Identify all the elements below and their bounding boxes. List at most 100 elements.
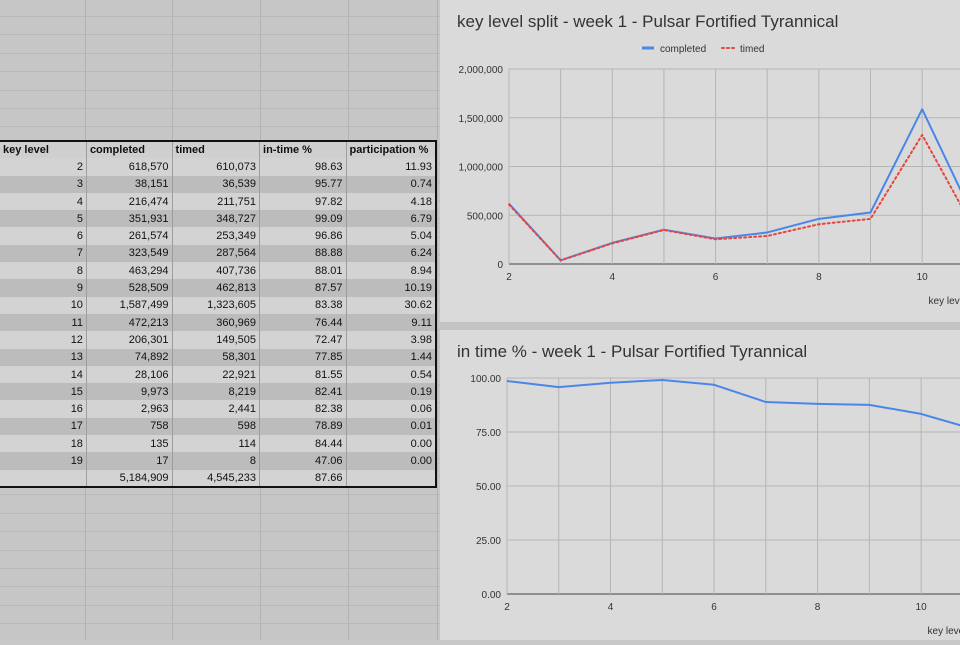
table-cell[interactable]: 6.79 [346,210,437,228]
table-cell[interactable]: 95.77 [259,175,347,193]
table-cell[interactable]: 81.55 [259,365,347,384]
table-cell[interactable]: 9 [0,279,87,297]
table-cell[interactable]: 11.93 [346,158,437,176]
table-cell[interactable]: 5 [0,210,87,228]
table-cell[interactable]: 0.06 [346,400,437,418]
column-header[interactable]: participation % [346,141,437,159]
table-cell[interactable]: 58,301 [172,348,261,366]
table-cell[interactable]: 8 [172,452,261,470]
table-cell[interactable]: 13 [0,348,87,366]
table-cell[interactable]: 30.62 [346,296,437,314]
table-cell[interactable]: 82.41 [259,383,347,401]
table-cell[interactable]: 76.44 [259,313,347,332]
table-cell[interactable]: 206,301 [86,331,173,349]
table-cell[interactable] [0,469,87,487]
table-cell[interactable]: 47.06 [259,452,347,470]
table-cell[interactable]: 407,736 [172,262,261,280]
table-cell[interactable]: 36,539 [172,175,261,193]
table-cell[interactable]: 149,505 [172,331,261,349]
table-cell[interactable]: 8 [0,262,87,280]
table-cell[interactable]: 2,963 [86,400,173,418]
table-cell[interactable]: 96.86 [259,227,347,245]
table-cell[interactable]: 4 [0,192,87,211]
table-cell[interactable]: 19 [0,452,87,470]
table-cell[interactable]: 253,349 [172,227,261,245]
table-cell[interactable]: 88.01 [259,262,347,280]
table-cell[interactable]: 22,921 [172,365,261,384]
table-cell[interactable]: 8,219 [172,383,261,401]
table-cell[interactable]: 0.01 [346,417,437,436]
table-cell[interactable]: 618,570 [86,158,173,176]
table-cell[interactable]: 462,813 [172,279,261,297]
table-cell[interactable]: 78.89 [259,417,347,436]
table-cell[interactable]: 216,474 [86,192,173,211]
table-cell[interactable]: 12 [0,331,87,349]
table-cell[interactable]: 5.04 [346,227,437,245]
table-cell[interactable]: 87.66 [259,469,347,487]
table-cell[interactable]: 114 [172,435,261,453]
table-cell[interactable]: 348,727 [172,210,261,228]
table-cell[interactable]: 1.44 [346,348,437,366]
table-cell[interactable]: 17 [0,417,87,436]
table-cell[interactable]: 9.11 [346,313,437,332]
table-cell[interactable]: 463,294 [86,262,173,280]
table-cell[interactable]: 9,973 [86,383,173,401]
table-cell[interactable]: 2 [0,158,87,176]
table-cell[interactable]: 99.09 [259,210,347,228]
table-cell[interactable]: 10.19 [346,279,437,297]
table-cell[interactable]: 0.00 [346,452,437,470]
table-cell[interactable]: 74,892 [86,348,173,366]
table-cell[interactable]: 610,073 [172,158,261,176]
table-cell[interactable]: 5,184,909 [86,469,173,487]
table-cell[interactable]: 14 [0,365,87,384]
chart-panel-in-time-percent[interactable]: in time % - week 1 - Pulsar Fortified Ty… [440,330,960,640]
table-cell[interactable]: 15 [0,383,87,401]
table-cell[interactable]: 18 [0,435,87,453]
table-cell[interactable]: 472,213 [86,313,173,332]
spreadsheet-area[interactable]: key level completed timed in-time % part… [0,0,440,640]
table-cell[interactable]: 8.94 [346,262,437,280]
table-cell[interactable]: 0.00 [346,435,437,453]
table-cell[interactable]: 4,545,233 [172,469,261,487]
table-cell[interactable]: 351,931 [86,210,173,228]
table-cell[interactable]: 84.44 [259,435,347,453]
table-cell[interactable]: 72.47 [259,331,347,349]
table-cell[interactable]: 88.88 [259,244,347,263]
table-cell[interactable]: 2,441 [172,400,261,418]
table-cell[interactable]: 261,574 [86,227,173,245]
table-cell[interactable]: 3 [0,175,87,193]
table-cell[interactable]: 7 [0,244,87,263]
table-cell[interactable]: 10 [0,296,87,314]
table-cell[interactable]: 598 [172,417,261,436]
table-cell[interactable]: 0.54 [346,365,437,384]
table-cell[interactable]: 758 [86,417,173,436]
table-cell[interactable]: 11 [0,313,87,332]
table-cell[interactable]: 38,151 [86,175,173,193]
table-cell[interactable] [346,469,437,487]
table-cell[interactable]: 17 [86,452,173,470]
column-header[interactable]: timed [172,141,261,159]
table-cell[interactable]: 1,323,605 [172,296,261,314]
table-cell[interactable]: 83.38 [259,296,347,314]
table-cell[interactable]: 287,564 [172,244,261,263]
table-cell[interactable]: 28,106 [86,365,173,384]
table-cell[interactable]: 528,509 [86,279,173,297]
table-cell[interactable]: 97.82 [259,192,347,211]
table-cell[interactable]: 211,751 [172,192,261,211]
column-header[interactable]: key level [0,141,87,159]
column-header[interactable]: completed [86,141,173,159]
table-cell[interactable]: 360,969 [172,313,261,332]
table-cell[interactable]: 3.98 [346,331,437,349]
table-cell[interactable]: 0.19 [346,383,437,401]
table-cell[interactable]: 16 [0,400,87,418]
table-cell[interactable]: 1,587,499 [86,296,173,314]
chart-panel-key-level-split[interactable]: key level split - week 1 - Pulsar Fortif… [440,0,960,322]
table-cell[interactable]: 0.74 [346,175,437,193]
table-cell[interactable]: 82.38 [259,400,347,418]
table-cell[interactable]: 98.63 [259,158,347,176]
table-cell[interactable]: 6.24 [346,244,437,263]
table-cell[interactable]: 4.18 [346,192,437,211]
table-cell[interactable]: 135 [86,435,173,453]
table-cell[interactable]: 323,549 [86,244,173,263]
table-cell[interactable]: 87.57 [259,279,347,297]
